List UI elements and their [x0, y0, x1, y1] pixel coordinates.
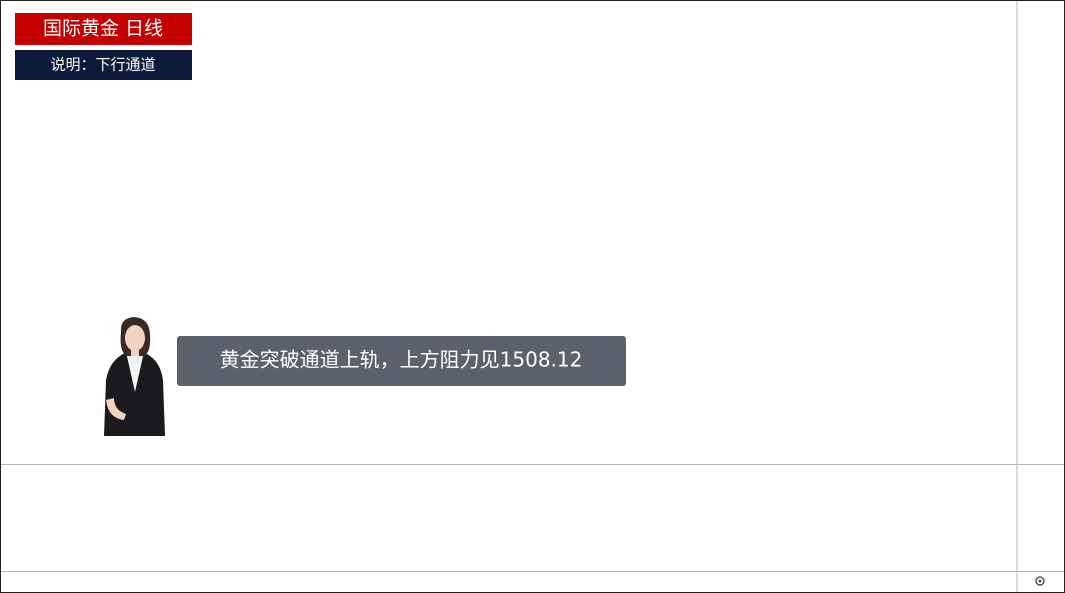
subtitle-box: [15, 50, 192, 80]
presenter: [104, 317, 165, 436]
chart-subtitle: 说明：下行通道: [50, 56, 155, 74]
chart-title: 国际黄金 日线: [43, 18, 163, 40]
title-box: [15, 13, 192, 45]
annotation: 黄金突破通道上轨，上方阻力见1508.12: [220, 348, 583, 372]
annotation-box: [177, 336, 626, 386]
settings-icon[interactable]: [1035, 576, 1045, 586]
